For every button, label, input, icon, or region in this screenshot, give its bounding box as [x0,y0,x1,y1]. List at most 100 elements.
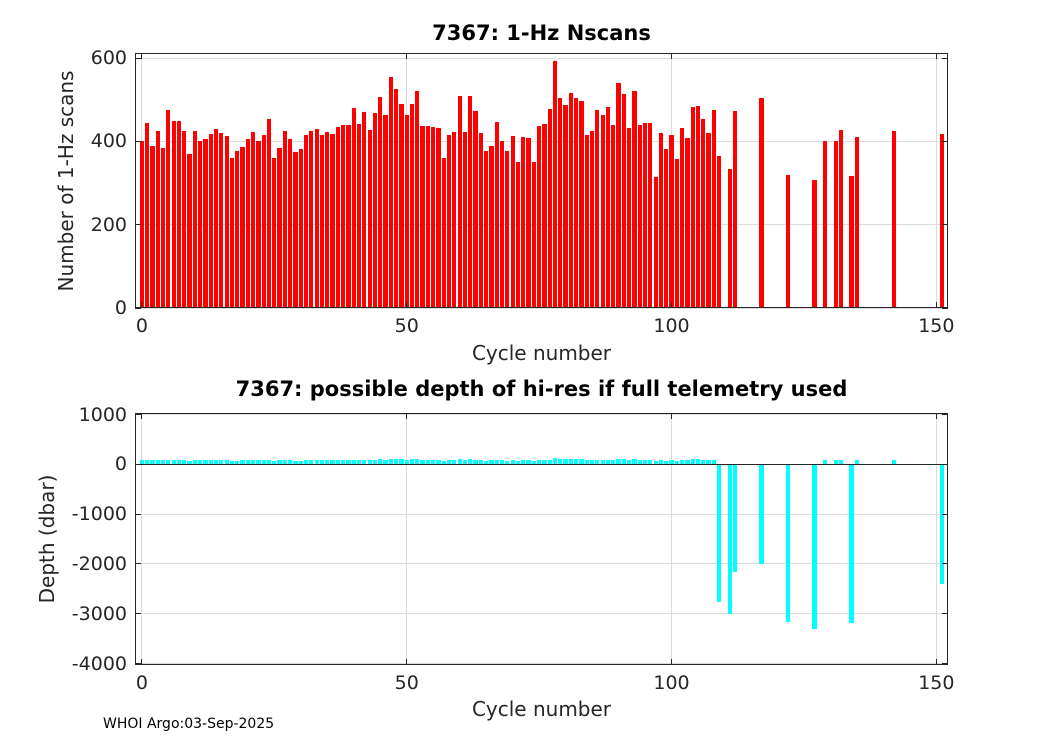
y-gridline [135,563,948,565]
data-bar [574,459,579,465]
x-tick-mark [406,302,408,308]
x-tick-mark [406,413,408,419]
y-tick-mark [942,463,948,465]
x-tick-mark [935,53,937,59]
data-bar [521,460,526,465]
x-tick-label: 50 [394,672,419,694]
data-bar [356,123,362,308]
data-bar [356,459,362,465]
x-tick-mark [671,53,673,59]
y-tick-mark [135,307,141,309]
data-bar [393,459,399,465]
data-bar [224,460,229,465]
data-bar [627,460,632,465]
data-bar [431,459,436,465]
data-bar [515,460,521,465]
data-bar [589,131,595,308]
y-tick-mark [942,413,948,415]
data-bar [891,460,897,465]
data-bar [732,111,738,308]
data-bar [240,460,245,465]
y-tick-mark [942,224,948,226]
data-bar [759,97,764,308]
data-bar [690,459,695,465]
data-bar [584,460,589,465]
data-bar [478,460,483,465]
data-bar [473,110,478,308]
data-bar [685,138,690,308]
data-bar [531,460,536,465]
y-tick-mark [135,57,141,59]
y-tick-mark [135,613,141,615]
data-bar [701,119,706,308]
data-bar [579,100,584,308]
data-bar [616,458,621,465]
data-bar [468,96,473,308]
data-bar [309,460,314,465]
data-bar [383,115,388,308]
data-bar [468,459,473,465]
data-bar [717,464,722,603]
depth-y-axis-label: Depth (dbar) [35,474,59,604]
data-bar [568,459,573,465]
data-bar [547,459,552,465]
data-bar [452,132,457,308]
data-bar [505,460,510,465]
data-bar [521,137,526,308]
data-bar [637,124,642,308]
data-bar [531,162,536,308]
data-bar [642,122,648,308]
data-bar [574,98,579,308]
data-bar [139,460,144,465]
y-tick-mark [942,613,948,615]
data-bar [849,175,854,308]
data-bar [616,82,621,308]
data-bar [409,104,415,308]
y-gridline [135,224,948,226]
data-bar [367,130,372,308]
data-bar [171,120,176,308]
x-tick-mark [141,413,143,419]
data-bar [145,123,150,308]
data-bar [208,460,213,465]
data-bar [505,151,510,308]
nscans-chart-title: 7367: 1-Hz Nscans [432,21,651,45]
data-bar [192,460,197,465]
y-tick-mark [135,413,141,415]
nscans-y-axis-label: Number of 1-Hz scans [54,70,78,292]
data-bar [849,464,854,623]
data-bar [277,148,282,308]
data-bar [213,129,219,308]
data-bar [171,459,176,465]
data-bar [436,128,441,308]
data-bar [235,151,240,308]
y-tick-label: -2000 [71,552,127,575]
data-bar [648,123,653,308]
y-gridline [135,613,948,615]
data-bar [701,459,706,465]
data-bar [330,133,335,308]
y-tick-label: -3000 [71,602,127,625]
data-bar [674,460,679,465]
y-tick-label: 0 [114,453,127,476]
data-bar [303,134,309,308]
data-bar [563,104,568,308]
data-bar [351,108,356,308]
data-bar [176,459,182,465]
data-bar [346,125,351,308]
data-bar [235,460,240,465]
data-bar [420,459,425,465]
data-bar [632,459,637,465]
data-bar [891,131,897,308]
data-bar [250,132,256,308]
data-bar [478,133,483,308]
data-bar [378,96,383,308]
data-bar [219,460,224,465]
data-bar [611,125,616,308]
data-bar [499,141,505,308]
y-tick-mark [135,463,141,465]
data-bar [727,168,732,308]
data-bar [203,138,208,308]
data-bar [812,464,817,629]
nscans-plot-area: 0 50 100 150 0 200 400 600 [91,47,955,337]
